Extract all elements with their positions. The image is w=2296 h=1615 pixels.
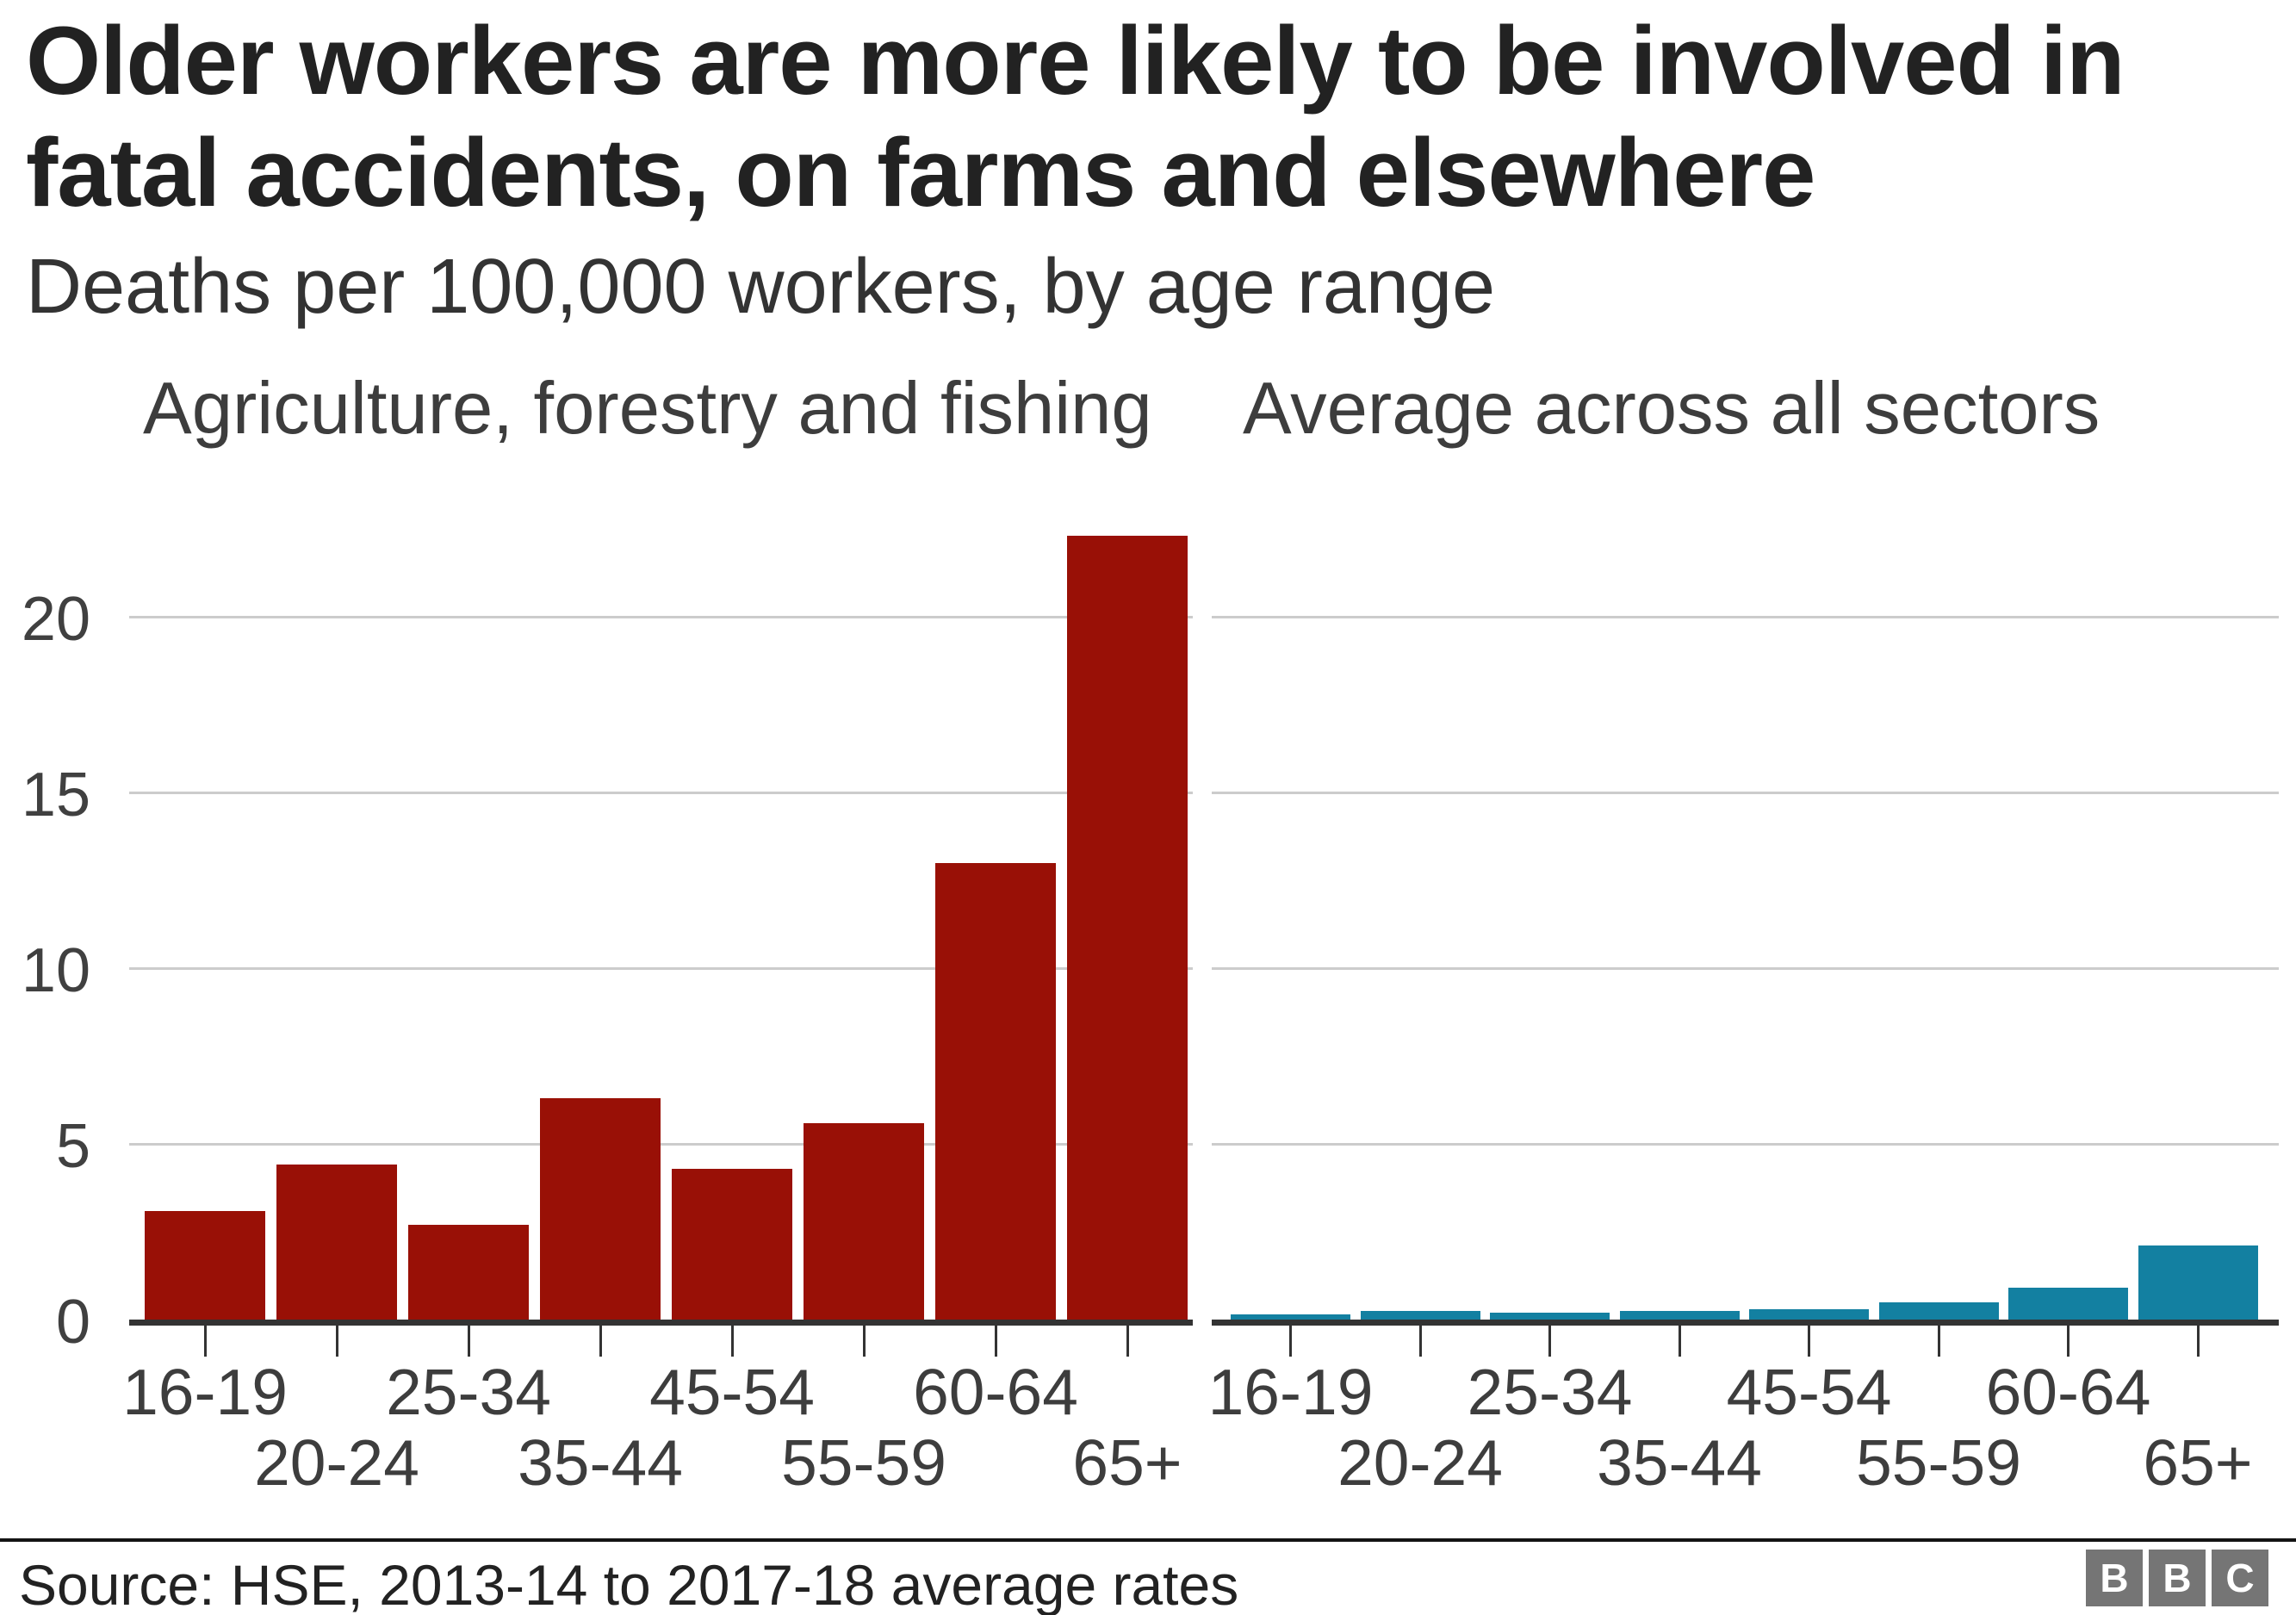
bbc-logo-block-3: C: [2212, 1550, 2268, 1606]
y-axis-label-0: 0: [55, 1288, 90, 1357]
bar-60-64: [2008, 1288, 2128, 1320]
x-axis-tick-16-19: [203, 1326, 207, 1357]
x-axis-label-55-59: 55-59: [1856, 1426, 2021, 1499]
x-axis-line: [129, 1320, 1193, 1326]
x-axis-tick-55-59: [1937, 1326, 1940, 1357]
bar-20-24: [276, 1165, 397, 1320]
x-axis-tick-20-24: [1418, 1326, 1422, 1357]
x-axis-label-20-24: 20-24: [1337, 1426, 1503, 1499]
bar-20-24: [1360, 1311, 1480, 1320]
x-axis-label-60-64: 60-64: [1985, 1356, 2151, 1428]
x-axis-label-16-19: 16-19: [122, 1356, 288, 1428]
x-axis-tick-65+: [2196, 1326, 2200, 1357]
gridline-10: [129, 967, 1193, 970]
footer-divider: [0, 1538, 2296, 1542]
chart-title: Older workers are more likely to be invo…: [26, 7, 2125, 227]
x-axis-label-65+: 65+: [2143, 1426, 2253, 1499]
x-axis-tick-25-34: [467, 1326, 470, 1357]
x-axis-label-35-44: 35-44: [1597, 1426, 1762, 1499]
chart-subtitle: Deaths per 100,000 workers, by age range: [26, 244, 1496, 330]
x-axis-tick-65+: [1126, 1326, 1129, 1357]
bar-55-59: [1878, 1302, 1999, 1320]
bar-55-59: [804, 1123, 924, 1320]
x-axis-label-55-59: 55-59: [781, 1426, 946, 1499]
bar-35-44: [540, 1098, 661, 1320]
x-axis-label-16-19: 16-19: [1207, 1356, 1374, 1428]
x-axis-label-20-24: 20-24: [254, 1426, 419, 1499]
bar-16-19: [1231, 1314, 1350, 1320]
x-axis-tick-60-64: [994, 1326, 997, 1357]
y-axis-label-10: 10: [21, 936, 90, 1005]
x-axis-tick-35-44: [1678, 1326, 1681, 1357]
x-axis-label-65+: 65+: [1072, 1426, 1182, 1499]
panel-header-all-sectors: Average across all sectors: [1243, 368, 2101, 450]
x-axis-label-60-64: 60-64: [913, 1356, 1078, 1428]
bbc-logo-block-2: B: [2149, 1550, 2206, 1606]
bbc-logo-block-1: B: [2086, 1550, 2143, 1606]
x-axis-label-45-54: 45-54: [1726, 1356, 1892, 1428]
bar-25-34: [1490, 1313, 1610, 1320]
bar-16-19: [145, 1211, 265, 1320]
y-axis-label-15: 15: [21, 761, 90, 829]
gridline-5: [129, 1143, 1193, 1146]
bar-45-54: [672, 1169, 792, 1320]
bar-45-54: [1749, 1309, 1869, 1320]
bar-65+: [1067, 536, 1188, 1320]
x-axis-tick-55-59: [862, 1326, 866, 1357]
bar-35-44: [1619, 1311, 1740, 1320]
bar-60-64: [935, 863, 1056, 1320]
panel-header-agriculture: Agriculture, forestry and fishing: [143, 368, 1152, 450]
x-axis-tick-60-64: [2067, 1326, 2070, 1357]
x-axis-label-25-34: 25-34: [386, 1356, 551, 1428]
gridline-5: [1212, 1143, 2279, 1146]
gridline-15: [1212, 792, 2279, 794]
x-axis-label-45-54: 45-54: [649, 1356, 815, 1428]
x-axis-label-35-44: 35-44: [518, 1426, 683, 1499]
gridline-20: [1212, 616, 2279, 618]
bar-25-34: [408, 1225, 529, 1320]
x-axis-tick-35-44: [599, 1326, 602, 1357]
x-axis-tick-45-54: [1808, 1326, 1810, 1357]
gridline-10: [1212, 967, 2279, 970]
source-note: Source: HSE, 2013-14 to 2017-18 average …: [19, 1553, 1239, 1615]
gridline-15: [129, 792, 1193, 794]
x-axis-tick-20-24: [335, 1326, 338, 1357]
bar-65+: [2138, 1245, 2258, 1320]
y-axis-label-5: 5: [55, 1112, 90, 1181]
x-axis-tick-16-19: [1289, 1326, 1292, 1357]
y-axis-label-20: 20: [21, 585, 90, 654]
gridline-20: [129, 616, 1193, 618]
x-axis-label-25-34: 25-34: [1467, 1356, 1633, 1428]
x-axis-tick-25-34: [1548, 1326, 1551, 1357]
x-axis-tick-45-54: [730, 1326, 734, 1357]
x-axis-line: [1212, 1320, 2279, 1326]
